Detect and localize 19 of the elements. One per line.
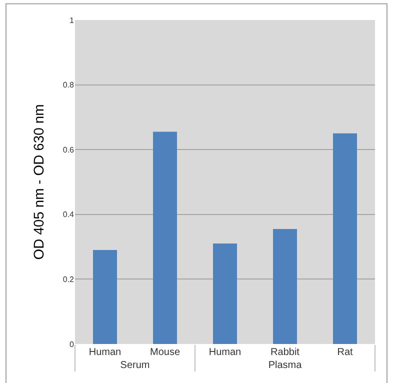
bar <box>213 244 237 344</box>
bar <box>333 133 357 344</box>
y-tick-label: 0.8 <box>62 80 75 90</box>
bar <box>273 228 297 344</box>
y-tick-label: 0 <box>70 340 75 349</box>
bar <box>93 250 117 344</box>
y-tick-label: 0.4 <box>62 210 75 220</box>
y-tick-label: 1 <box>70 16 75 25</box>
x-tick-label: Human <box>208 347 242 358</box>
y-axis-title: OD 405 nm - OD 630 nm <box>30 104 46 260</box>
bar <box>153 132 177 344</box>
y-tick-label: 0.6 <box>62 145 75 154</box>
text: Serum <box>120 360 150 371</box>
x-tick-label: Mouse <box>150 347 180 358</box>
y-tick-label: 0.2 <box>62 275 75 284</box>
text: Plasma <box>268 360 302 371</box>
x-tick-label: Human <box>88 347 122 358</box>
x-tick-label: Rabbit <box>270 347 300 358</box>
x-tick-label: Rat <box>337 347 353 358</box>
